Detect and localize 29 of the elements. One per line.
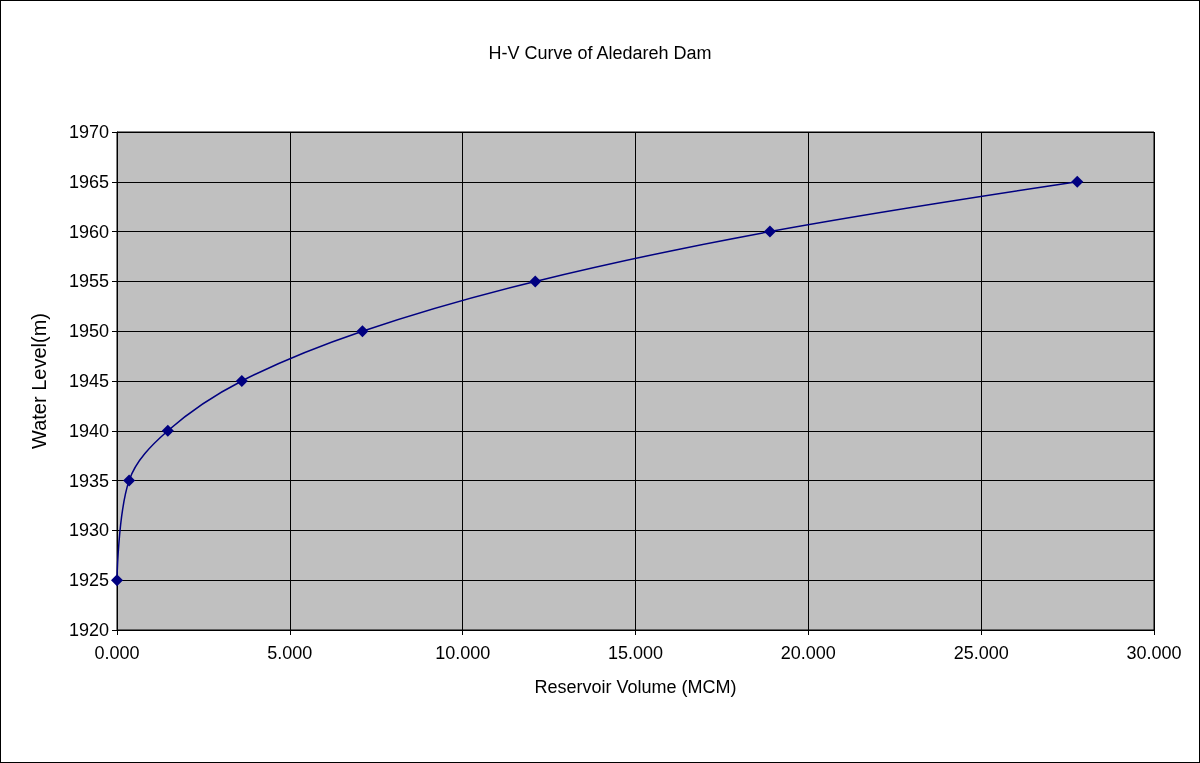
point <box>356 325 369 338</box>
y-tick-label: 1920 <box>68 620 109 640</box>
x-axis-title: Reservoir Volume (MCM) <box>534 677 737 697</box>
y-tick-label: 1955 <box>68 271 109 292</box>
y-tick-label: 1970 <box>68 122 109 142</box>
x-tick-label: 10.000 <box>435 643 491 663</box>
point <box>1071 175 1084 188</box>
y-tick-label: 1950 <box>68 321 109 342</box>
y-tick-label: 1960 <box>68 221 109 242</box>
y-axis-title: Water Level(m) <box>28 313 50 449</box>
x-tick-label: 15.000 <box>607 643 664 663</box>
chart-title: H-V Curve of Aledareh Dam <box>488 43 712 63</box>
y-tick-label: 1930 <box>68 520 109 541</box>
point <box>235 375 248 387</box>
y-tick-label: 1935 <box>68 470 109 491</box>
x-tick-label: 5.000 <box>267 643 313 663</box>
point <box>111 574 123 587</box>
point <box>161 424 174 437</box>
point <box>763 225 776 238</box>
y-tick-label: 1940 <box>68 420 109 441</box>
x-tick-label: 20.000 <box>780 643 836 663</box>
y-tick-label: 1925 <box>68 570 109 591</box>
y-tick-label: 1965 <box>68 171 109 192</box>
x-tick-label: 25.000 <box>953 643 1009 663</box>
y-tick-label: 1945 <box>68 371 109 391</box>
x-tick-label: 0.000 <box>94 643 140 663</box>
point <box>123 474 136 487</box>
point <box>529 275 542 288</box>
x-tick-label: 30.000 <box>1126 643 1182 663</box>
